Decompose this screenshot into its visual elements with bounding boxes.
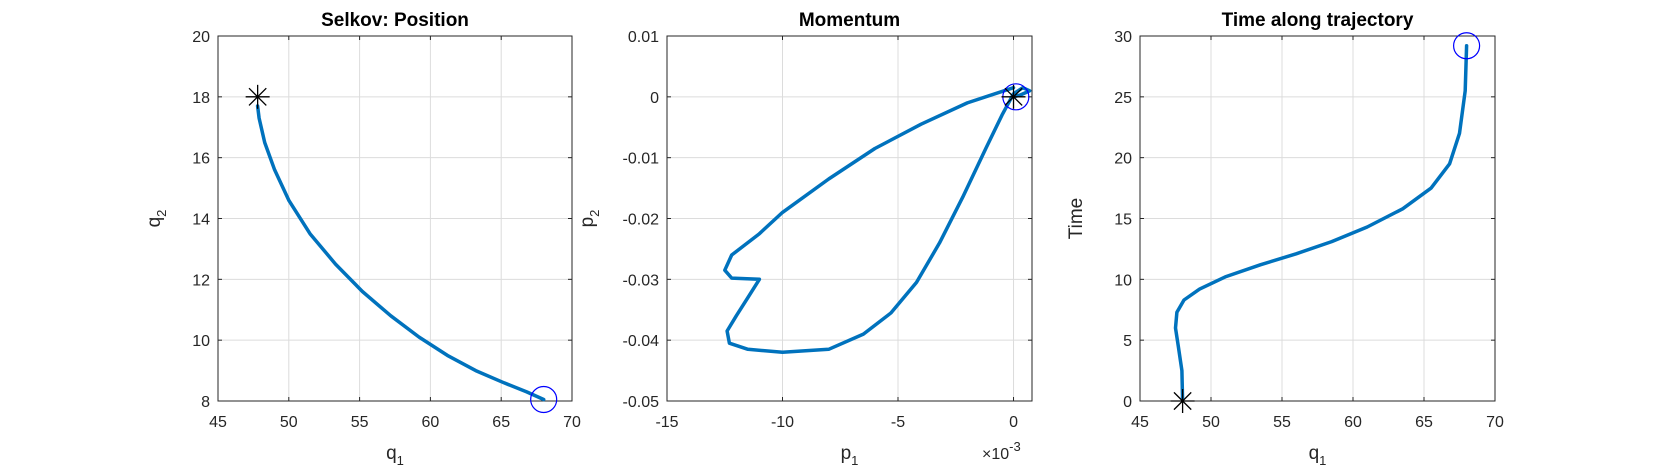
- x-tick-label: 70: [1486, 414, 1504, 431]
- x-tick-label: 70: [563, 414, 581, 431]
- y-tick-label: -0.04: [623, 333, 660, 350]
- y-axis-label: Time: [1066, 198, 1087, 240]
- x-tick-label: 45: [209, 414, 227, 431]
- axes-frame: [666, 35, 1033, 402]
- trajectory-line: [723, 85, 1032, 355]
- y-tick-label: 8: [201, 394, 210, 411]
- start-marker-asterisk: [1001, 84, 1026, 109]
- y-tick-label: 16: [192, 151, 210, 168]
- y-tick-label: -0.03: [623, 272, 660, 289]
- y-tick-label: 0.01: [628, 29, 659, 46]
- y-tick-label: 18: [192, 90, 210, 107]
- x-tick-label: 65: [492, 414, 510, 431]
- x-axis-label: p1: [841, 443, 859, 468]
- chart-title: Selkov: Position: [321, 10, 469, 31]
- asterisk-stroke: [248, 87, 267, 106]
- y-axis-label: q2: [144, 210, 169, 228]
- asterisk-stroke: [1173, 391, 1192, 411]
- subplot-3: 45 50 55 60 65 70 0 5 10 15 20 25 30 Time along traje…: [1066, 10, 1504, 468]
- x-tick-label: -5: [891, 414, 905, 431]
- x-tick-label: 45: [1131, 414, 1149, 431]
- y-axis-label-subscript: 2: [587, 210, 602, 217]
- x-axis-label-subscript: 1: [851, 453, 858, 468]
- y-tick-label: -0.05: [623, 394, 660, 411]
- y-axis-label-subscript: 2: [154, 210, 169, 217]
- x-axis-label: q1: [386, 443, 404, 468]
- x-tick-label: 60: [1344, 414, 1362, 431]
- x-tick-label: 0: [1009, 414, 1018, 431]
- y-tick-label: 5: [1123, 333, 1132, 350]
- y-tick-label: 12: [192, 272, 210, 289]
- x-tick-label: -15: [655, 414, 678, 431]
- x-exponent-power: -3: [1009, 439, 1021, 454]
- y-tick-label: 10: [192, 333, 210, 350]
- x-tick-label: 65: [1415, 414, 1433, 431]
- start-marker-asterisk: [1170, 389, 1195, 413]
- y-tick-label: 10: [1114, 272, 1132, 289]
- y-tick-label: 25: [1114, 90, 1132, 107]
- y-tick-label: -0.02: [623, 212, 660, 229]
- y-tick-label: 0: [1123, 394, 1132, 411]
- axes-frame: [217, 35, 573, 402]
- x-tick-label: 60: [422, 414, 440, 431]
- end-marker-circle: [1452, 32, 1481, 60]
- y-tick-label: 14: [192, 212, 210, 229]
- x-exponent-label: ×10-3: [982, 439, 1021, 463]
- x-tick-label: 55: [351, 414, 369, 431]
- y-tick-label: 20: [1114, 151, 1132, 168]
- x-tick-label: 55: [1273, 414, 1291, 431]
- end-marker-circle: [530, 385, 558, 414]
- y-tick-label: 30: [1114, 29, 1132, 46]
- y-tick-label: 15: [1114, 212, 1132, 229]
- x-axis-label: q1: [1309, 443, 1327, 468]
- y-tick-label: 0: [650, 90, 659, 107]
- x-tick-label: -10: [771, 414, 794, 431]
- chart-title: Momentum: [799, 10, 900, 31]
- x-axis-label-subscript: 1: [397, 453, 404, 468]
- axes-frame: [1139, 35, 1496, 402]
- trajectory-line: [1173, 43, 1469, 403]
- y-axis-label: p2: [577, 210, 602, 228]
- y-tick-label: 20: [192, 29, 210, 46]
- x-tick-label: 50: [1202, 414, 1220, 431]
- subplot-2: -15 -10 -5 0 -0.05 -0.04 -0.03 -0.02 -0.01 0 0.01 M…: [577, 10, 1033, 468]
- y-tick-label: -0.01: [623, 151, 660, 168]
- x-axis-label-subscript: 1: [1319, 453, 1326, 468]
- start-marker-asterisk: [245, 84, 270, 109]
- asterisk-stroke: [1004, 87, 1023, 106]
- chart-title: Time along trajectory: [1222, 10, 1414, 31]
- trajectory-line: [255, 104, 546, 402]
- x-tick-label: 50: [280, 414, 298, 431]
